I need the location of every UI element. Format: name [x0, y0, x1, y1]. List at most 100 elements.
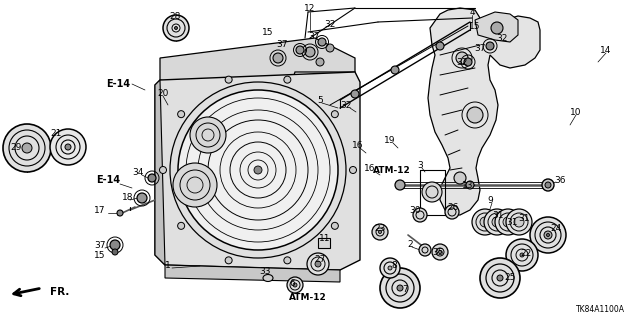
Circle shape [316, 58, 324, 66]
Circle shape [467, 107, 483, 123]
Text: 29: 29 [10, 142, 22, 151]
Text: 1: 1 [165, 260, 171, 269]
Circle shape [438, 251, 442, 253]
Text: 25: 25 [504, 274, 516, 283]
Polygon shape [160, 38, 355, 88]
Text: 31: 31 [506, 218, 518, 227]
Text: 10: 10 [570, 108, 582, 116]
Circle shape [159, 166, 166, 173]
Circle shape [65, 144, 71, 150]
Circle shape [436, 42, 444, 50]
Circle shape [332, 222, 339, 229]
Text: TK84A1100A: TK84A1100A [576, 306, 625, 315]
Circle shape [497, 275, 503, 281]
Circle shape [287, 277, 303, 293]
Text: 24: 24 [550, 223, 562, 233]
Circle shape [466, 181, 474, 189]
Circle shape [22, 143, 32, 153]
Circle shape [545, 182, 551, 188]
Text: 26: 26 [447, 203, 459, 212]
Circle shape [254, 166, 262, 174]
Text: 15: 15 [262, 28, 274, 36]
Circle shape [506, 209, 532, 235]
Circle shape [284, 76, 291, 83]
Polygon shape [155, 80, 165, 265]
Circle shape [318, 38, 326, 46]
Text: 32: 32 [324, 20, 336, 28]
Circle shape [293, 283, 297, 287]
Circle shape [273, 53, 283, 63]
Text: 34: 34 [132, 167, 144, 177]
Circle shape [112, 249, 118, 255]
Text: 12: 12 [304, 4, 316, 12]
Circle shape [445, 205, 459, 219]
Circle shape [388, 266, 392, 270]
Text: 32: 32 [496, 34, 508, 43]
Text: 21: 21 [51, 129, 61, 138]
Circle shape [491, 22, 503, 34]
Circle shape [480, 217, 490, 227]
Text: 28: 28 [170, 12, 180, 20]
Circle shape [542, 179, 554, 191]
Circle shape [117, 210, 123, 216]
Circle shape [454, 172, 466, 184]
Circle shape [110, 240, 120, 250]
Text: 33: 33 [259, 268, 271, 276]
Circle shape [391, 66, 399, 74]
Circle shape [50, 129, 86, 165]
Text: FR.: FR. [50, 287, 69, 297]
Text: 27: 27 [314, 255, 326, 265]
Circle shape [378, 230, 381, 234]
Circle shape [305, 47, 315, 57]
Circle shape [480, 258, 520, 298]
Circle shape [547, 234, 550, 236]
Text: 37: 37 [474, 44, 486, 52]
Circle shape [178, 222, 185, 229]
Text: 32: 32 [456, 58, 468, 67]
Circle shape [307, 253, 329, 275]
Text: 37: 37 [276, 39, 288, 49]
Text: 31: 31 [492, 211, 504, 220]
Circle shape [486, 42, 494, 50]
Circle shape [380, 258, 400, 278]
Ellipse shape [263, 275, 273, 282]
Circle shape [530, 217, 566, 253]
Circle shape [163, 15, 189, 41]
Circle shape [178, 90, 338, 250]
Circle shape [432, 244, 448, 260]
Bar [318, 238, 330, 248]
Text: 18: 18 [122, 193, 134, 202]
Text: 32: 32 [340, 100, 352, 109]
Text: 37: 37 [308, 31, 320, 41]
Circle shape [484, 209, 510, 235]
Text: 23: 23 [374, 223, 386, 233]
Text: 35: 35 [432, 247, 444, 257]
Circle shape [225, 76, 232, 83]
Circle shape [190, 117, 226, 153]
Text: ATM-12: ATM-12 [289, 292, 327, 301]
Text: 30: 30 [409, 205, 420, 214]
Polygon shape [475, 12, 518, 42]
Text: 2: 2 [407, 239, 413, 249]
Circle shape [464, 58, 472, 66]
Text: 15: 15 [469, 21, 481, 30]
Circle shape [503, 217, 513, 227]
Text: 11: 11 [319, 234, 331, 243]
Text: 19: 19 [384, 135, 396, 145]
Circle shape [492, 217, 502, 227]
Circle shape [397, 285, 403, 291]
Circle shape [422, 182, 442, 202]
Polygon shape [165, 265, 340, 282]
Circle shape [315, 261, 321, 267]
Circle shape [284, 257, 291, 264]
Text: 4: 4 [469, 7, 475, 17]
Circle shape [173, 163, 217, 207]
Circle shape [419, 244, 431, 256]
Text: 6: 6 [289, 279, 295, 289]
Circle shape [495, 209, 521, 235]
Circle shape [225, 257, 232, 264]
Text: ATM-12: ATM-12 [373, 165, 411, 174]
Circle shape [332, 111, 339, 118]
Text: 9: 9 [487, 196, 493, 204]
Circle shape [349, 166, 356, 173]
